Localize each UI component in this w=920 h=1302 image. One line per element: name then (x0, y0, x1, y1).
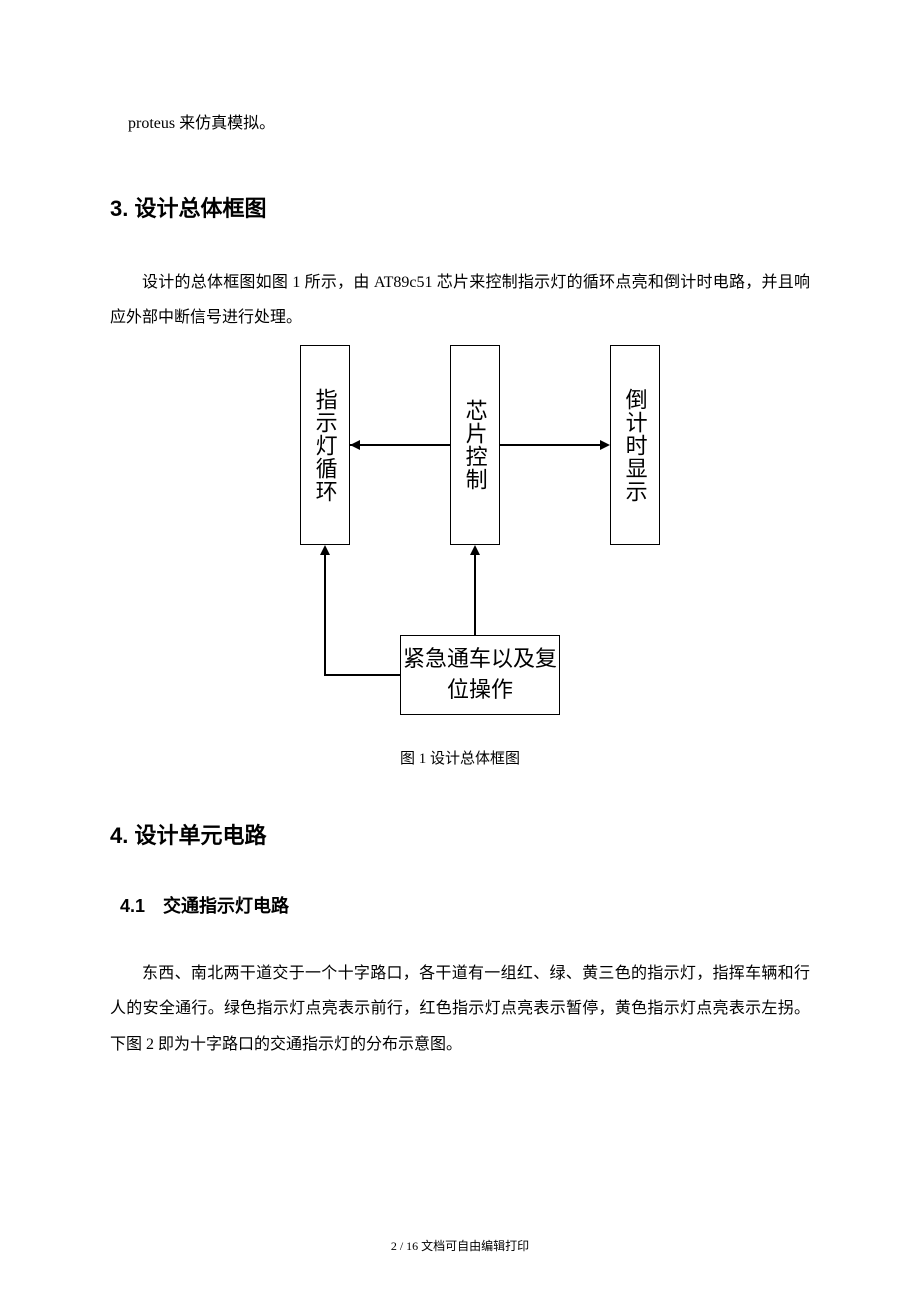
diagram-box-indicator-loop: 指示灯循环 (300, 345, 350, 545)
section-4-1-body: 东西、南北两干道交于一个十字路口，各干道有一组红、绿、黄三色的指示灯，指挥车辆和… (110, 956, 810, 1062)
section-3-heading: 3. 设计总体框图 (110, 191, 810, 223)
diagram-box-center-label: 芯片控制 (462, 399, 487, 491)
diagram-caption: 图 1 设计总体框图 (110, 747, 810, 768)
arrow-center-to-left-head (350, 440, 360, 450)
arrow-bottom-to-center-head (470, 545, 480, 555)
section-4-heading: 4. 设计单元电路 (110, 818, 810, 850)
section-3-body: 设计的总体框图如图 1 所示，由 AT89c51 芯片来控制指示灯的循环点亮和倒… (110, 265, 810, 335)
arrow-bottom-to-left-hline (324, 674, 400, 676)
intro-text: proteus 来仿真模拟。 (128, 110, 810, 139)
arrow-center-to-right-line (500, 444, 600, 446)
diagram-box-right-label: 倒计时显示 (622, 388, 647, 503)
arrow-center-to-left-line (350, 444, 450, 446)
page-content: proteus 来仿真模拟。 3. 设计总体框图 设计的总体框图如图 1 所示，… (0, 0, 920, 1130)
block-diagram: 指示灯循环 芯片控制 倒计时显示 紧急通车以及复位操作 (210, 345, 710, 735)
arrow-bottom-to-left-vline (324, 555, 326, 675)
diagram-box-countdown: 倒计时显示 (610, 345, 660, 545)
diagram-box-bottom-label: 紧急通车以及复位操作 (401, 644, 559, 706)
diagram-box-left-label: 指示灯循环 (312, 388, 337, 503)
page-footer: 2 / 16 文档可自由编辑打印 (0, 1237, 920, 1254)
diagram-box-emergency: 紧急通车以及复位操作 (400, 635, 560, 715)
section-4-1-heading: 4.1 交通指示灯电路 (120, 892, 810, 918)
arrow-bottom-to-left-head (320, 545, 330, 555)
arrow-center-to-right-head (600, 440, 610, 450)
diagram-box-chip-control: 芯片控制 (450, 345, 500, 545)
arrow-bottom-to-center-line (474, 555, 476, 635)
